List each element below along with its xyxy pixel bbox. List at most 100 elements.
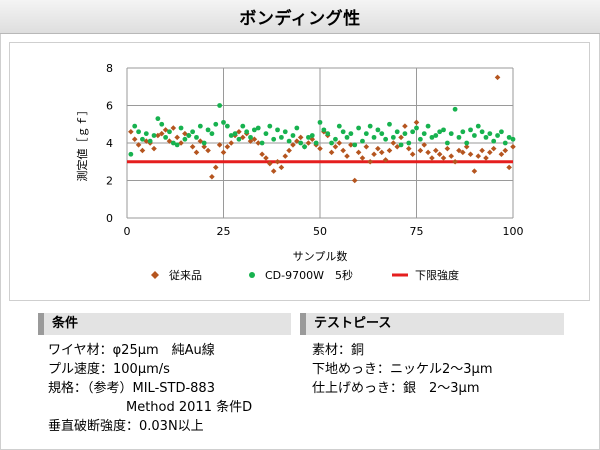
data-point-diamond [351,177,358,184]
data-point-circle [136,129,141,135]
data-point-circle [271,136,277,142]
conditions-list: ワイヤ材：φ25μm 純Au線 プル速度：100μm/s 規格：（参考）MIL-… [48,341,252,436]
data-point-diamond [170,125,177,131]
legend-marker-diamond [151,271,159,279]
data-point-circle [495,133,500,138]
data-point-diamond [344,153,350,159]
data-point-circle [340,129,346,135]
data-point-diamond [255,140,262,146]
data-point-diamond [502,147,509,154]
legend-label: 従来品 [169,269,202,282]
data-point-circle [371,134,377,140]
data-point-diamond [128,128,134,135]
data-point-circle [348,131,354,137]
data-point-diamond [297,134,304,141]
data-point-diamond [463,143,470,150]
x-tick-label: 50 [313,225,327,238]
test-piece-line: 下地めっき：ニッケル2～3μm [312,362,493,377]
data-point-circle [452,106,458,112]
data-point-diamond [398,134,404,141]
y-tick-label: 8 [106,62,113,75]
data-point-diamond [471,168,478,174]
data-point-diamond [274,158,281,165]
x-tick-label: 100 [503,225,524,238]
data-point-circle [209,131,215,137]
data-point-circle [290,133,296,138]
data-point-circle [132,123,138,129]
data-point-diamond [348,142,354,148]
x-tick-label: 75 [410,225,424,238]
data-point-circle [143,131,149,137]
data-point-diamond [212,164,219,171]
data-point-circle [417,136,423,142]
data-point-diamond [483,155,489,161]
data-point-circle [394,129,400,135]
data-point-diamond [228,140,235,146]
data-point-circle [298,140,304,146]
data-point-diamond [355,149,362,156]
data-point-diamond [309,136,316,143]
data-point-circle [302,144,307,150]
data-point-circle [356,125,361,131]
data-point-circle [232,131,238,137]
data-point-circle [163,134,169,140]
data-point-circle [448,131,454,137]
data-point-diamond [340,147,346,154]
data-point-circle [336,123,342,129]
data-point-circle [213,121,219,127]
data-point-diamond [205,147,211,154]
data-point-circle [151,133,157,138]
data-point-circle [379,131,385,137]
data-point-circle [398,142,404,148]
data-point-diamond [286,147,292,154]
data-point-diamond [193,149,200,156]
data-point-circle [483,134,489,140]
data-point-diamond [444,145,451,152]
chart-container: 0 2 4 6 8 0 25 50 75 100 サンプル数 測定値［ｇｆ］ 従来品 CD-9700W 5… [9,42,590,301]
data-point-circle [472,133,477,138]
data-point-circle [224,123,230,129]
data-point-circle [421,131,427,137]
data-point-circle [333,136,338,142]
data-point-diamond [216,142,223,148]
data-point-diamond [267,160,273,167]
data-point-circle [174,142,180,148]
data-point-circle [441,127,446,133]
test-piece-heading: テストピース [300,313,564,335]
data-point-diamond [131,136,138,143]
data-point-diamond [413,119,420,126]
data-point-circle [279,134,284,140]
data-point-diamond [421,142,428,148]
data-point-diamond [201,143,207,150]
data-point-diamond [236,128,242,135]
data-point-diamond [294,138,300,144]
data-point-circle [217,103,223,108]
data-point-circle [510,136,516,142]
data-point-circle [406,140,412,146]
data-point-diamond [251,136,258,143]
data-point-circle [140,136,145,142]
data-point-diamond [143,138,150,144]
conditions-line: ワイヤ材：φ25μm 純Au線 [48,343,215,358]
data-point-diamond [328,149,335,156]
y-tick-label: 2 [106,175,113,188]
data-point-diamond [375,145,381,152]
data-point-circle [190,129,196,135]
data-point-diamond [305,140,312,146]
data-point-circle [390,134,396,140]
data-point-circle [352,142,358,148]
data-point-diamond [359,155,366,161]
data-point-diamond [363,143,370,150]
conditions-line: 垂直破断強度：0.03N以上 [48,419,204,434]
test-piece-line: 仕上げめっき：銀 2～3μm [312,381,480,396]
data-point-circle [460,129,466,135]
data-point-circle [167,129,172,135]
data-point-diamond [174,134,180,141]
data-point-circle [259,140,265,146]
data-point-diamond [336,140,343,146]
legend-label: 下限強度 [415,268,459,282]
data-point-diamond [417,147,424,154]
data-point-diamond [440,155,447,161]
y-axis-label: 測定値［ｇｆ］ [75,105,89,182]
data-point-circle [433,133,439,138]
